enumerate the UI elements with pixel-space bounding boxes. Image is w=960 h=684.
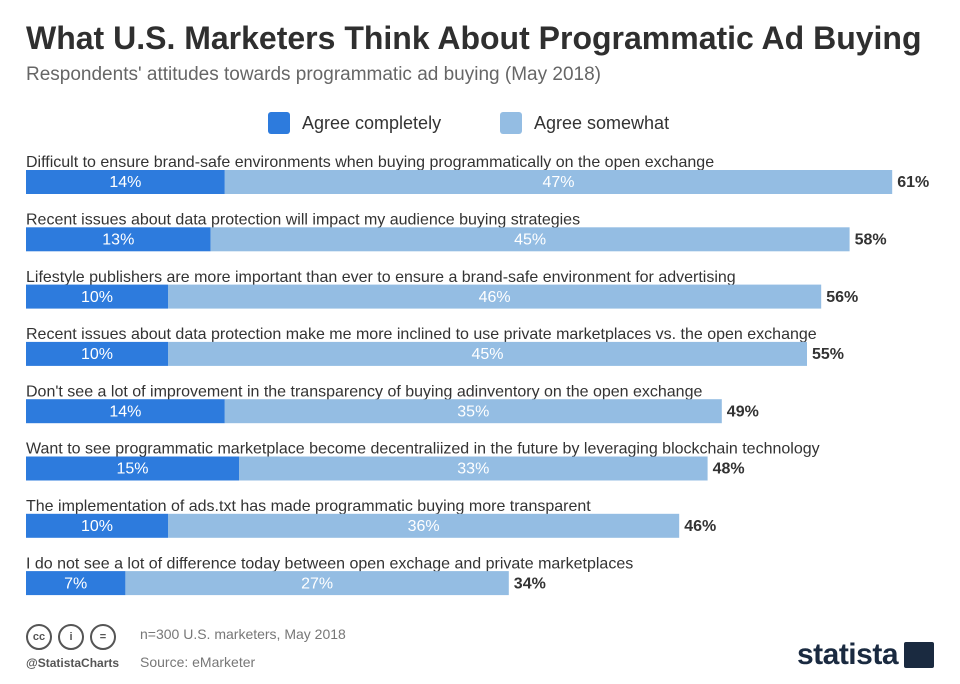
total-label: 58% [855,232,887,249]
bar-agree-somewhat [239,456,708,481]
data-label-agree-somewhat: 33% [457,461,489,478]
chart-title: What U.S. Marketers Think About Programm… [26,20,922,56]
license-icons: cc i = [26,624,116,650]
bar-agree-completely [26,341,168,366]
no-derivatives-icon: = [90,624,116,650]
total-label: 34% [514,575,546,592]
legend: Agree completely Agree somewhat [0,110,960,136]
source-note: Source: eMarketer [140,654,256,670]
category-label: Difficult to ensure brand-safe environme… [26,154,714,171]
legend-swatch-agree-somewhat [500,112,522,134]
total-label: 48% [713,461,745,478]
bar-agree-somewhat [168,284,822,309]
data-label-agree-completely: 10% [81,289,113,306]
legend-label-agree-somewhat: Agree somewhat [534,112,670,133]
bar-agree-somewhat [224,399,722,424]
bar-agree-somewhat [125,571,509,596]
data-label-agree-completely: 10% [81,518,113,535]
data-label-agree-somewhat: 35% [457,403,489,420]
data-label-agree-somewhat: 47% [542,174,574,191]
bar-agree-completely [26,399,225,424]
total-label: 55% [812,346,844,363]
bar-agree-completely [26,284,168,309]
data-label-agree-somewhat: 36% [408,518,440,535]
sample-note: n=300 U.S. marketers, May 2018 [140,626,346,642]
total-label: 46% [684,518,716,535]
category-label: Lifestyle publishers are more important … [26,269,736,286]
legend-label-agree-completely: Agree completely [302,112,442,133]
bar-agree-completely [26,170,225,194]
data-label-agree-completely: 10% [81,346,113,363]
category-label: The implementation of ads.txt has made p… [26,498,591,515]
total-label: 61% [897,174,929,191]
chart-subtitle: Respondents' attitudes towards programma… [26,64,601,85]
category-label: Recent issues about data protection make… [26,326,817,343]
data-label-agree-somewhat: 45% [471,346,503,363]
category-label: I do not see a lot of difference today b… [26,555,633,572]
data-label-agree-completely: 14% [109,403,141,420]
bar-agree-completely [26,227,211,252]
bar-agree-somewhat [168,341,807,366]
legend-swatch-agree-completely [268,112,290,134]
legend-item-agree-completely: Agree completely [268,110,441,136]
data-label-agree-somewhat: 27% [301,575,333,592]
bar-agree-somewhat [224,170,893,194]
bar-chart: Difficult to ensure brand-safe environme… [26,154,929,596]
bar-agree-completely [26,513,168,538]
cc-icon: cc [26,624,52,650]
bar-agree-completely [26,571,126,596]
bar-agree-completely [26,456,239,481]
data-label-agree-completely: 7% [64,575,87,592]
brand-name: statista [796,638,899,671]
legend-item-agree-somewhat: Agree somewhat [500,110,669,136]
total-label: 49% [727,403,759,420]
category-label: Recent issues about data protection will… [26,212,580,229]
data-label-agree-somewhat: 46% [479,289,511,306]
statista-logo[interactable]: statista [797,638,934,672]
data-label-agree-completely: 15% [116,461,148,478]
category-label: Want to see programmatic marketplace bec… [26,441,820,458]
attribution-icon: i [58,624,84,650]
data-label-agree-completely: 14% [109,174,141,191]
bar-agree-somewhat [210,227,850,252]
bar-agree-somewhat [168,513,680,538]
data-label-agree-completely: 13% [102,232,134,249]
data-label-agree-somewhat: 45% [514,232,546,249]
twitter-handle[interactable]: @StatistaCharts [26,656,120,670]
brand-mark-icon [904,642,934,668]
category-label: Don't see a lot of improvement in the tr… [26,383,702,400]
total-label: 56% [826,289,858,306]
footer: cc i = @StatistaCharts n=300 U.S. market… [0,620,960,684]
